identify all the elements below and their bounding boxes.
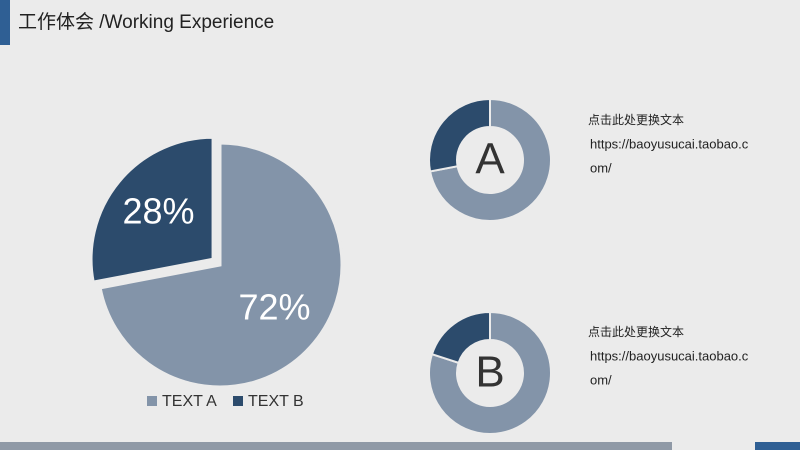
note-title: 点击此处更换文本 bbox=[588, 324, 684, 339]
legend-label: TEXT A bbox=[162, 393, 217, 410]
note-line: om/ bbox=[590, 372, 612, 387]
note-line: https://baoyusucai.taobao.c bbox=[590, 348, 749, 363]
legend-swatch bbox=[147, 396, 157, 406]
donut-segment bbox=[430, 310, 491, 365]
legend-swatch bbox=[233, 396, 243, 406]
footer-bar bbox=[0, 442, 672, 450]
data-label: 72% bbox=[238, 287, 310, 328]
donut-segment bbox=[428, 97, 491, 173]
donut-center-label: A bbox=[475, 135, 505, 184]
footer-accent bbox=[755, 442, 800, 450]
note-title: 点击此处更换文本 bbox=[588, 112, 684, 127]
pie-slice bbox=[98, 141, 344, 389]
note-line: om/ bbox=[590, 160, 612, 175]
note-line: https://baoyusucai.taobao.c bbox=[590, 136, 749, 151]
donut-segment bbox=[428, 310, 552, 435]
data-label: 28% bbox=[123, 191, 195, 232]
legend-label: TEXT B bbox=[248, 393, 304, 410]
header-title: 工作体会 /Working Experience bbox=[18, 11, 274, 33]
donut-segment bbox=[428, 97, 552, 222]
pie-slice bbox=[89, 135, 215, 284]
header-accent bbox=[0, 0, 10, 45]
donut-center-label: B bbox=[475, 348, 504, 397]
